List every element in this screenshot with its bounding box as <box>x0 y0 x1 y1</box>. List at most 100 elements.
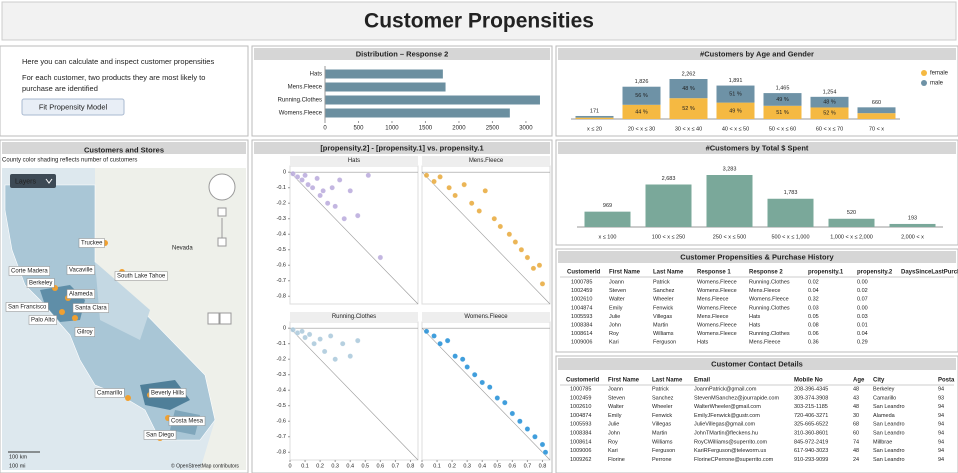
x-tick-label: 2500 <box>486 126 500 132</box>
facet-title: Womens.Fleece <box>464 314 508 320</box>
map-label-box <box>168 416 206 426</box>
map-county <box>95 262 150 340</box>
layers-button[interactable] <box>10 174 56 188</box>
table-cell: 1009006 <box>571 340 592 346</box>
table-cell: Julie <box>608 422 619 428</box>
y-tick-label: Womens.Fleece <box>279 111 323 117</box>
map-label: Vacaville <box>69 268 93 274</box>
table-cell: 74 <box>853 439 859 445</box>
y-tick-label: Mens.Fleece <box>288 85 323 91</box>
bar-segment <box>810 107 849 119</box>
segment-label: 52 % <box>823 111 836 117</box>
scatter-point <box>290 327 296 333</box>
table-cell: 94 <box>938 422 944 428</box>
x-tick-label: 20 < x ≤ 30 <box>628 126 655 132</box>
bar-segment <box>669 79 708 99</box>
title-bar <box>1 1 957 41</box>
bar-segment <box>716 102 755 119</box>
bar <box>325 108 510 118</box>
map-zoom-in[interactable] <box>217 207 227 217</box>
table-cell: EmilyJFenwick@gustr.com <box>694 413 760 419</box>
scatter-point <box>502 399 508 406</box>
segment-label: 51 % <box>776 110 789 116</box>
x-tick-label: 50 < x ≤ 60 <box>769 126 796 132</box>
scatter-point <box>517 418 523 424</box>
column-header: Response 2 <box>749 270 783 276</box>
table-cell: Womens.Fleece <box>697 322 737 328</box>
map-select-tool[interactable] <box>207 312 220 325</box>
table-cell: 1000785 <box>571 279 592 285</box>
bar <box>645 184 692 227</box>
map-pan-control[interactable] <box>208 173 236 201</box>
table-cell: 617-940-3023 <box>794 448 828 454</box>
table-cell: Wheeler <box>652 404 673 410</box>
table-cell: 845-972-2419 <box>794 439 828 445</box>
map-zoom-out[interactable] <box>217 237 227 247</box>
table-cell: 0.06 <box>808 331 819 337</box>
value-label: 171 <box>590 108 599 114</box>
table-cell: 94 <box>938 457 944 463</box>
x-tick-label: 0.6 <box>509 463 517 469</box>
table-cell: 720-406-3271 <box>794 413 828 419</box>
map-label-box <box>72 303 109 313</box>
bar-segment <box>810 96 849 108</box>
table-cell: Kari <box>608 448 618 454</box>
bar <box>767 198 814 227</box>
map-label: Truckee <box>81 241 103 247</box>
column-header: Email <box>694 378 710 384</box>
y-tick-label: Hats <box>310 72 322 78</box>
plot-area <box>421 165 551 305</box>
y-tick-label: -0.3 <box>277 372 286 378</box>
scatter-point <box>341 215 347 222</box>
scatter-point <box>305 181 311 188</box>
y-tick-label: -0.2 <box>277 357 286 363</box>
scatter-point <box>539 441 546 448</box>
bar-segment <box>575 117 614 119</box>
table-cell: RoyCWilliams@superrito.com <box>694 439 768 445</box>
table-cell: 24 <box>853 457 859 463</box>
map-label: Palo Alto <box>31 318 55 324</box>
table-cell: 48 <box>853 386 859 392</box>
table-cell: San Leandro <box>873 422 905 428</box>
value-label: 1,891 <box>729 78 743 84</box>
panel-title: Customer Propensities & Purchase History <box>680 252 834 261</box>
table-cell: 0.00 <box>857 305 868 311</box>
table-cell: 1002459 <box>570 395 591 401</box>
map-pan-tool[interactable] <box>219 312 232 325</box>
y-tick-label: -0.7 <box>277 434 286 440</box>
table-cell: Williams <box>652 439 673 445</box>
x-tick-label: 60 < x ≤ 70 <box>816 126 843 132</box>
table-cell: 94 <box>938 439 944 445</box>
table-cell: Fenwick <box>652 413 672 419</box>
x-tick-label: x ≤ 20 <box>587 126 602 132</box>
table-cell: Villegas <box>653 314 672 320</box>
table-cell: 303-215-1185 <box>794 404 828 410</box>
table-cell: 0.08 <box>808 322 819 328</box>
scatter-point <box>459 356 466 362</box>
segment-label: 49 % <box>776 97 789 103</box>
table-cell: Walter <box>608 404 624 410</box>
scatter-point <box>324 200 331 206</box>
y-tick-label: -0.4 <box>277 388 286 394</box>
column-header: Last Name <box>652 378 683 384</box>
bar-segment <box>857 107 896 114</box>
map-label-box <box>8 266 50 276</box>
x-tick-label: 30 < x ≤ 40 <box>675 126 702 132</box>
x-tick-label: 1000 <box>385 126 399 132</box>
fit-model-button-label: Fit Propensity Model <box>39 102 108 111</box>
table-cell: 208-396-4345 <box>794 386 828 392</box>
table-cell: Roy <box>608 439 618 445</box>
value-label: 1,783 <box>784 190 798 196</box>
table-cell: Martin <box>652 430 667 436</box>
table-cell: 94 <box>938 404 944 410</box>
x-tick-label: 2000 <box>452 126 466 132</box>
table-cell: 0.04 <box>808 288 819 294</box>
fit-model-button[interactable] <box>21 98 125 116</box>
table-cell: Sanchez <box>653 288 675 294</box>
map-label: South Lake Tahoe <box>117 274 166 280</box>
value-label: 2,683 <box>662 176 676 182</box>
column-header: Response 1 <box>697 270 731 276</box>
segment-label: 51 % <box>729 92 742 98</box>
segment-label: 48 % <box>682 86 695 92</box>
table-cell: Running.Clothes <box>749 279 790 285</box>
